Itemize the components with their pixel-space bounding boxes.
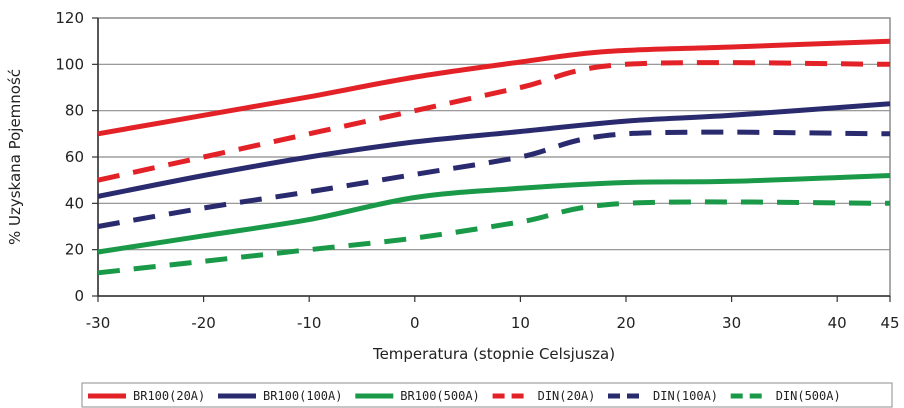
- legend-label-br100-500a: BR100(500A): [400, 389, 479, 403]
- legend-label-br100-100a: BR100(100A): [263, 389, 342, 403]
- x-tick-label: 0: [410, 314, 420, 332]
- y-tick-label: 60: [65, 148, 84, 166]
- legend-label-din-100a: DIN(100A): [653, 389, 718, 403]
- y-tick-label: 80: [65, 102, 84, 120]
- x-axis-title: Temperatura (stopnie Celsjusza): [372, 345, 615, 363]
- x-tick-label: 10: [511, 314, 530, 332]
- y-tick-label: 40: [65, 194, 84, 212]
- y-tick-label: 0: [74, 287, 84, 305]
- y-tick-label: 20: [65, 241, 84, 259]
- legend-label-br100-20a: BR100(20A): [133, 389, 205, 403]
- x-tick-label: 20: [616, 314, 635, 332]
- legend: BR100(20A) BR100(100A) BR100(500A) DIN(20A)…: [81, 382, 893, 408]
- x-tick-label: 45: [880, 314, 899, 332]
- tick-labels: 0 20 40 60 80 100 120 -30 -20 -10 0 10 20 30 40 45: [55, 9, 899, 332]
- series-line-din-500a: [97, 199, 891, 276]
- y-tick-label: 100: [55, 55, 84, 73]
- series-line-din-20a: [97, 60, 891, 183]
- x-tick-label: -20: [191, 314, 216, 332]
- legend-label-din-20a: DIN(20A): [538, 389, 596, 403]
- y-tick-label: 120: [55, 9, 84, 27]
- x-tick-label: 30: [722, 314, 741, 332]
- legend-label-din-500a: DIN(500A): [776, 389, 841, 403]
- x-tick-label: 40: [828, 314, 847, 332]
- x-tick-label: -30: [86, 314, 111, 332]
- x-tick-label: -10: [297, 314, 322, 332]
- series-lines: [97, 38, 891, 276]
- series-line-br100-500a: [97, 173, 891, 255]
- series-line-din-100a: [97, 129, 891, 229]
- y-axis-title: % Uzyskana Pojemność: [6, 69, 24, 245]
- series-line-br100-20a: [97, 38, 891, 137]
- series-line-br100-100a: [97, 101, 891, 199]
